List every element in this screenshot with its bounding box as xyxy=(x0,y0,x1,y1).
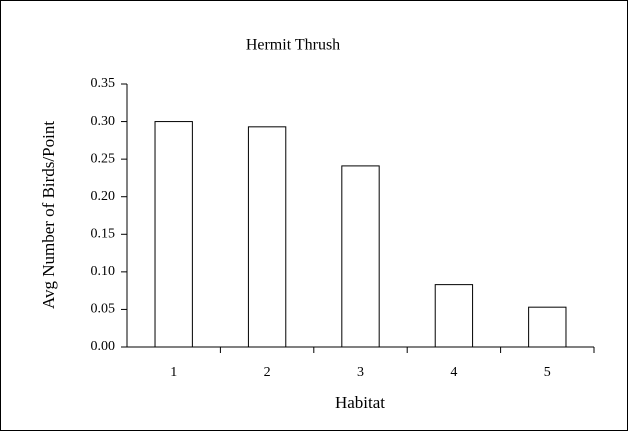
bar xyxy=(528,306,567,348)
bar xyxy=(341,165,380,348)
bar xyxy=(247,126,287,348)
chart-title: Hermit Thrush xyxy=(246,37,340,54)
x-tick-label: 5 xyxy=(544,365,551,380)
bar xyxy=(434,284,474,348)
y-axis-label: Avg Number of Birds/Point xyxy=(39,121,58,309)
x-tick-label: 4 xyxy=(450,365,457,380)
x-tick-label: 3 xyxy=(357,365,364,380)
y-tick-label: 0.05 xyxy=(91,302,116,317)
y-tick-label: 0.25 xyxy=(91,151,116,166)
y-tick-label: 0.00 xyxy=(91,339,116,354)
x-tick-label: 2 xyxy=(264,365,271,380)
y-tick-label: 0.15 xyxy=(91,227,116,242)
y-tick-label: 0.30 xyxy=(91,114,116,129)
x-tick-label: 1 xyxy=(170,365,177,380)
y-tick-label: 0.10 xyxy=(91,264,116,279)
bar xyxy=(154,121,193,348)
y-tick-label: 0.35 xyxy=(91,76,116,91)
y-tick-label: 0.20 xyxy=(91,189,116,204)
x-axis-label: Habitat xyxy=(335,393,385,412)
